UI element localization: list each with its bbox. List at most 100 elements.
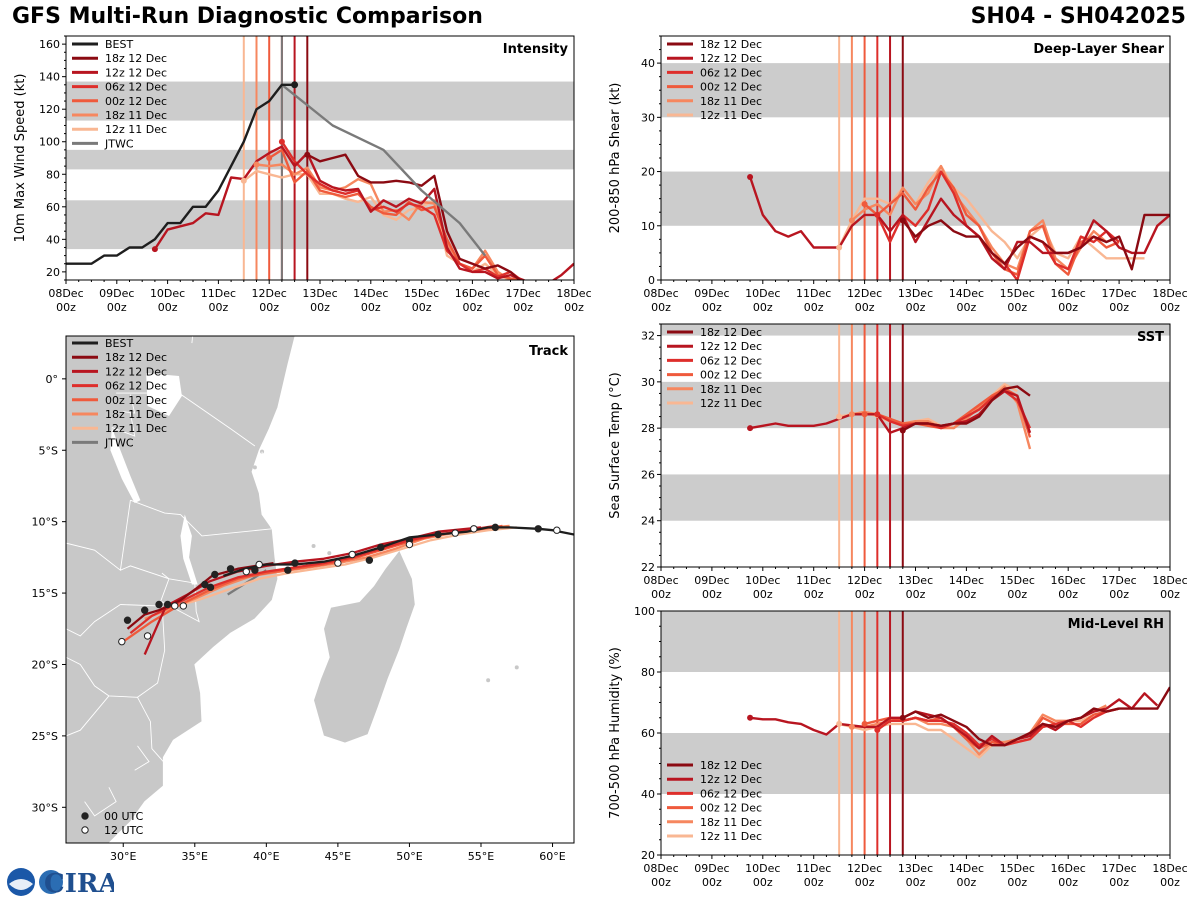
track-xtick-label: 50°E <box>396 850 422 863</box>
track-point-00utc <box>534 525 542 533</box>
track-point-00utc <box>434 530 442 539</box>
shear-band <box>661 171 1170 226</box>
track-point-00utc <box>141 606 149 614</box>
shear-xtick-label: 15Dec <box>1000 287 1035 300</box>
intensity-xtick-label-hour: 00z <box>412 301 432 314</box>
shear-xtick-label-hour: 00z <box>957 301 977 314</box>
shear-ytick-label: 40 <box>641 57 655 70</box>
rh-xtick-label: 08Dec <box>643 862 678 875</box>
rh-xtick-label-hour: 00z <box>1160 876 1180 889</box>
rh-series-06z-12-dec <box>876 707 1120 747</box>
rh-plot-area <box>661 611 1170 855</box>
rh-legend-label-06z-12-dec: 06z 12 Dec <box>700 787 762 800</box>
intensity-xtick-label: 09Dec <box>99 287 134 300</box>
intensity-ytick-label: 100 <box>39 136 60 149</box>
intensity-band <box>66 200 574 250</box>
track-point-00utc <box>123 616 132 624</box>
track-point-12utc <box>118 637 126 646</box>
sst-xtick-label-hour: 00z <box>906 588 926 601</box>
intensity-series-best <box>66 83 295 265</box>
shear-legend-label-12z-11-dec: 12z 11 Dec <box>700 109 762 122</box>
rh-xtick-label: 15Dec <box>1000 862 1035 875</box>
shear-legend-label-06z-12-dec: 06z 12 Dec <box>700 66 762 79</box>
rh-series-18z-12-dec <box>902 686 1170 747</box>
rh-init-marker-18z-11-dec <box>848 723 855 730</box>
rh-title: Mid-Level RH <box>1068 617 1164 632</box>
track-ytick-label: 5°S <box>39 444 58 457</box>
track-point-00utc <box>491 523 499 532</box>
shear-xtick-label: 18Dec <box>1152 287 1187 300</box>
sst-ytick-label: 24 <box>641 515 655 528</box>
intensity-xtick-label-hour: 00z <box>564 301 584 314</box>
track-panel: 30°E 35°E 40°E 45°E 50°E 55°E 60°E 0° 5°S 10°S 15°… <box>32 335 575 863</box>
sst-xtick-label-hour: 00z <box>651 588 671 601</box>
intensity-ytick-label: 20 <box>46 266 60 279</box>
track-border <box>130 499 273 537</box>
track-xtick-label: 45°E <box>325 850 351 863</box>
rh-init-marker-12z-12-dec <box>747 714 754 721</box>
rh-xtick-label: 16Dec <box>1051 862 1086 875</box>
track-land-madagascar <box>313 549 416 744</box>
shear-xtick-label-hour: 00z <box>1007 301 1027 314</box>
shear-xtick-label-hour: 00z <box>1109 301 1129 314</box>
shear-xtick-label: 13Dec <box>898 287 933 300</box>
shear-xtick-label-hour: 00z <box>702 301 722 314</box>
rh-legend-label-12z-11-dec: 12z 11 Dec <box>700 830 762 843</box>
sst-xtick-label: 13Dec <box>898 574 933 587</box>
intensity-legend-label-best: BEST <box>105 38 133 51</box>
intensity-ytick-label: 60 <box>46 201 60 214</box>
intensity-xtick-label: 18Dec <box>556 287 591 300</box>
intensity-xtick-label: 16Dec <box>455 287 490 300</box>
track-border <box>134 745 150 771</box>
track-ytick-label: 20°S <box>32 658 58 671</box>
track-point-12utc <box>143 632 152 640</box>
sst-xtick-label: 10Dec <box>745 574 780 587</box>
sst-xtick-label-hour: 00z <box>1007 588 1027 601</box>
intensity-ytick-label: 40 <box>46 233 60 246</box>
sst-xtick-label-hour: 00z <box>1058 588 1078 601</box>
shear-ytick-label: 10 <box>641 220 655 233</box>
track-border <box>116 392 256 447</box>
shear-xtick-label: 14Dec <box>949 287 984 300</box>
sst-ytick-label: 30 <box>641 376 655 389</box>
rh-xtick-label: 10Dec <box>745 862 780 875</box>
intensity-series-12z-12-dec <box>153 145 574 280</box>
shear-xtick-label-hour: 00z <box>1160 301 1180 314</box>
intensity-ytick-label: 140 <box>39 71 60 84</box>
intensity-series-jtwc <box>281 83 487 257</box>
sst-xtick-label: 15Dec <box>1000 574 1035 587</box>
track-ytick-label: 10°S <box>32 516 58 529</box>
intensity-ytick-label: 120 <box>39 103 60 116</box>
rh-xtick-label-hour: 00z <box>753 876 773 889</box>
intensity-xtick-label: 08Dec <box>48 287 83 300</box>
track-xtick-label: 30°E <box>110 850 136 863</box>
rh-xtick-label: 18Dec <box>1152 862 1187 875</box>
track-legend-label-06z-12-dec: 06z 12 Dec <box>105 380 167 393</box>
intensity-legend-label-06z-12-dec: 06z 12 Dec <box>105 81 167 94</box>
track-marker-legend-label: 00 UTC <box>104 810 144 823</box>
rh-legend-label-18z-12-dec: 18z 12 Dec <box>700 759 762 772</box>
shear-xtick-label-hour: 00z <box>753 301 773 314</box>
intensity-series-06z-12-dec <box>280 141 524 280</box>
track-legend-label-18z-12-dec: 18z 12 Dec <box>105 351 167 364</box>
intensity-init-marker-18z-11-dec <box>253 161 260 168</box>
track-border <box>66 604 121 637</box>
rh-xtick-label-hour: 00z <box>1109 876 1129 889</box>
shear-ylabel: 200-850 hPa Shear (kt) <box>608 83 623 234</box>
track-island <box>260 449 265 454</box>
sst-xtick-label: 12Dec <box>847 574 882 587</box>
track-island <box>252 465 257 470</box>
track-point-12utc <box>348 550 356 559</box>
track-legend-label-jtwc: JTWC <box>104 436 134 449</box>
shear-xtick-label: 10Dec <box>745 287 780 300</box>
shear-xtick-label: 12Dec <box>847 287 882 300</box>
intensity-xtick-label-hour: 00z <box>361 301 381 314</box>
cira-logo-text: CIRA <box>44 869 114 898</box>
sst-init-marker-18z-12-dec <box>899 427 906 434</box>
sst-xtick-label-hour: 00z <box>957 588 977 601</box>
sst-xtick-label-hour: 00z <box>753 588 773 601</box>
